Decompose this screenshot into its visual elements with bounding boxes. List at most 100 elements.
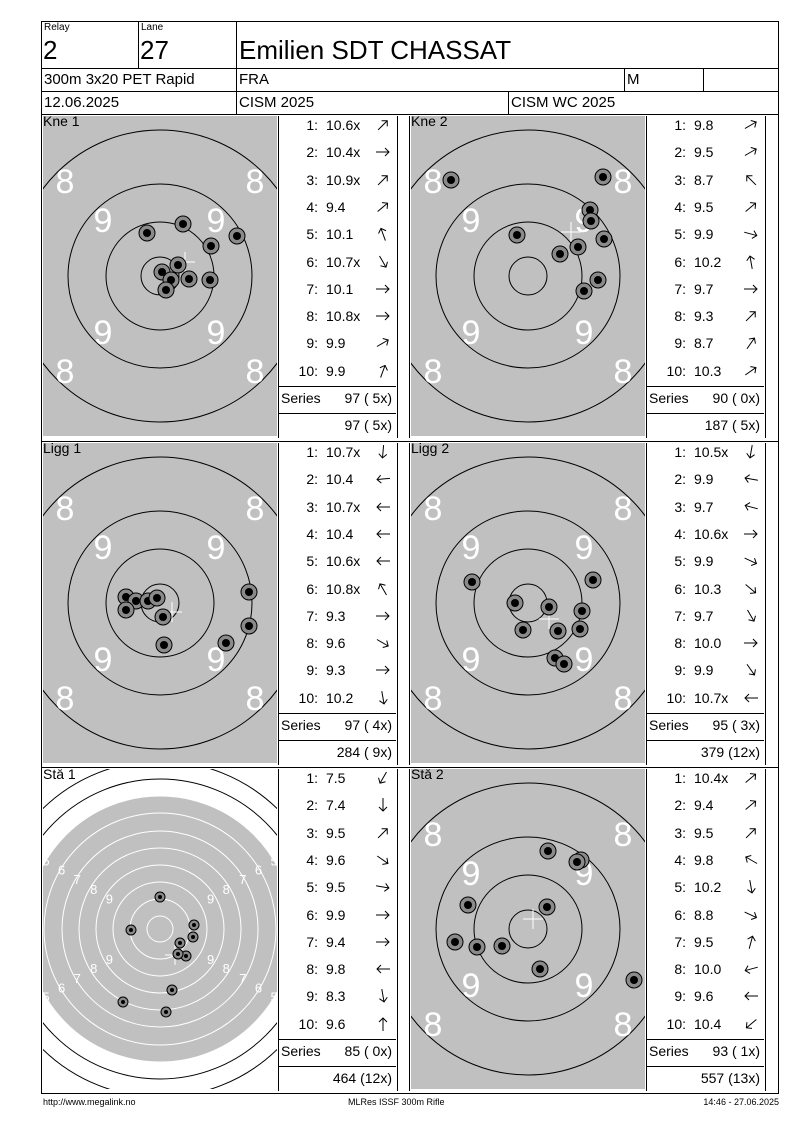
shot-value: 9.3	[694, 308, 714, 325]
shot-row: 7: 9.5	[647, 931, 764, 958]
direction-arrow-icon	[743, 662, 759, 678]
shot-row: 7: 9.4	[279, 931, 396, 958]
shot-row: 8: 9.8	[279, 958, 396, 985]
shot-value: 9.6	[326, 1015, 346, 1032]
shot-number: 2:	[306, 471, 318, 488]
shot-number: 9:	[306, 988, 318, 1005]
direction-arrow-icon	[375, 172, 391, 188]
shot-row: 4: 9.8	[647, 849, 764, 876]
shot-row: 3: 9.5	[279, 822, 396, 849]
shot-center	[511, 599, 519, 607]
shot-number: 1:	[306, 770, 318, 786]
shot-value: 9.6	[694, 988, 714, 1005]
header-divider	[236, 21, 237, 114]
target-ring	[146, 915, 174, 943]
lane-value: 27	[140, 35, 169, 65]
direction-arrow-icon	[743, 226, 759, 242]
direction-arrow-icon	[743, 635, 759, 651]
shot-number: 1:	[674, 770, 686, 786]
shot-value: 10.3	[694, 362, 722, 379]
shot-center	[167, 276, 175, 284]
ring-number: 8	[223, 961, 230, 976]
shot-value: 10.6x	[326, 117, 361, 133]
stage-label: Ligg 1	[43, 443, 82, 456]
header-divider	[508, 91, 509, 114]
shot-number: 2:	[674, 471, 686, 488]
ring-number: 9	[94, 314, 113, 352]
ring-number: 7	[74, 971, 81, 986]
series-divider	[279, 413, 396, 414]
ring-number: 6	[255, 863, 262, 878]
direction-arrow-icon	[375, 308, 391, 324]
direction-arrow-icon	[375, 608, 391, 624]
shot-center	[158, 268, 166, 276]
shot-center	[245, 622, 253, 630]
shot-row: 9: 9.6	[647, 985, 764, 1012]
shot-row: 1: 9.8	[647, 114, 764, 141]
shot-row: 3: 10.9x	[279, 169, 396, 196]
target-black	[43, 796, 277, 1062]
shot-value: 10.8x	[326, 308, 361, 325]
series-divider	[647, 740, 764, 741]
grid-line	[765, 443, 766, 765]
shot-row: 10: 9.9	[279, 360, 396, 387]
shot-row: 2: 9.9	[647, 468, 764, 495]
direction-arrow-icon	[743, 770, 759, 786]
ring-number: 8	[424, 1006, 443, 1044]
ring-number: 7	[74, 872, 81, 887]
direction-arrow-icon	[375, 144, 391, 160]
ring-number: 9	[462, 314, 481, 352]
shot-value: 9.5	[694, 198, 714, 215]
direction-arrow-icon	[375, 335, 391, 351]
shot-value: 10.9x	[326, 171, 361, 188]
target-ring	[411, 443, 645, 763]
series-score: 97 ( 5x)	[344, 390, 392, 406]
shot-number: 4:	[306, 851, 318, 868]
shot-row: 8: 10.0	[647, 632, 764, 659]
series-divider	[279, 713, 396, 714]
shot-center	[143, 229, 151, 237]
shot-row: 3: 9.5	[647, 822, 764, 849]
shot-row: 5: 10.6x	[279, 550, 396, 577]
direction-arrow-icon	[375, 526, 391, 542]
direction-arrow-icon	[743, 499, 759, 515]
direction-arrow-icon	[375, 363, 391, 379]
grid-line	[397, 116, 398, 438]
running-total: 284 ( 9x)	[336, 744, 392, 760]
shot-row: 1: 10.6x	[279, 114, 396, 141]
shot-center	[519, 626, 527, 634]
shot-number: 10:	[666, 1015, 686, 1032]
shot-value: 9.3	[326, 607, 346, 624]
ring-number: 9	[106, 891, 113, 906]
shot-number: 5:	[306, 226, 318, 243]
direction-arrow-icon	[743, 690, 759, 706]
target-ring	[78, 847, 242, 1011]
shot-value: 8.8	[694, 906, 714, 923]
shot-value: 9.9	[694, 226, 714, 243]
shot-center	[468, 578, 476, 586]
shot-row: 4: 10.4	[279, 523, 396, 550]
shot-value: 10.2	[694, 253, 722, 270]
shot-value: 9.7	[694, 607, 714, 624]
shot-center	[576, 625, 584, 633]
shot-list: 1: 10.6x 2: 10.4x 3: 10.9x 4: 9.4 5: 10.1 6: 10.7x 7…	[279, 116, 396, 436]
shot-value: 9.7	[694, 498, 714, 515]
series-label: Series	[649, 390, 689, 406]
target-ring	[43, 795, 277, 1063]
target-ring	[473, 221, 583, 331]
grid-line	[41, 441, 779, 442]
grid-line	[397, 769, 398, 1091]
ring-number: 5	[270, 990, 277, 1005]
series-divider	[279, 386, 396, 387]
shot-number: 7:	[674, 607, 686, 624]
shot-row: 5: 10.1	[279, 223, 396, 250]
shot-number: 7:	[306, 280, 318, 297]
shot-value: 10.2	[694, 879, 722, 896]
shot-value: 9.5	[326, 879, 346, 896]
shot-number: 3:	[674, 171, 686, 188]
series-divider	[279, 1039, 396, 1040]
grid-line	[646, 116, 647, 438]
shot-value: 10.8x	[326, 580, 361, 597]
shot-value: 9.5	[326, 824, 346, 841]
